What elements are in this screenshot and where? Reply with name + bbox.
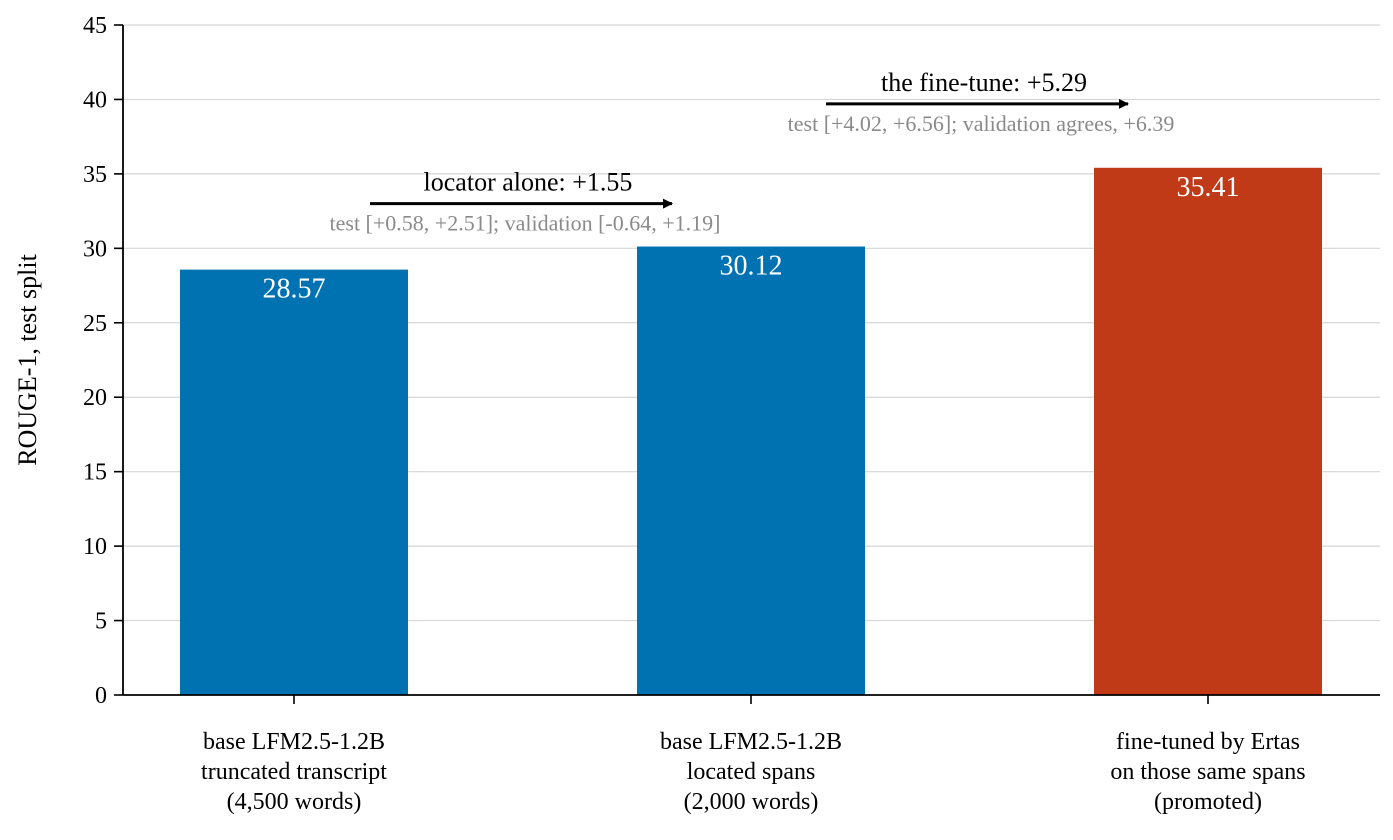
x-tick-label: on those same spans	[1110, 759, 1305, 785]
bar	[637, 246, 865, 695]
axes	[114, 24, 1380, 704]
x-tick-label: (2,000 words)	[684, 789, 819, 815]
y-tick-label: 0	[95, 683, 107, 709]
y-tick-label: 10	[83, 534, 107, 560]
annotation-title: locator alone: +1.55	[424, 168, 633, 197]
y-tick-label: 40	[83, 87, 107, 113]
x-tick-label: located spans	[687, 759, 816, 785]
x-tick-label: base LFM2.5-1.2B	[203, 729, 385, 755]
x-tick-label: fine-tuned by Ertas	[1116, 729, 1300, 755]
bars	[180, 167, 1322, 696]
y-tick-label: 20	[83, 385, 107, 411]
annotation-subtitle: test [+4.02, +6.56]; validation agrees, …	[788, 111, 1175, 136]
x-tick-label: (4,500 words)	[227, 789, 362, 815]
x-tick-label: base LFM2.5-1.2B	[660, 729, 842, 755]
y-tick-label: 15	[83, 460, 107, 486]
labels: 0 5 10 15 20 25 30 35 40 45 28.57 base LFM2.5-1.2B t…	[83, 13, 1306, 815]
y-tick-label: 5	[95, 609, 107, 635]
bar-value-label: 35.41	[1177, 172, 1240, 203]
y-tick-label: 35	[83, 162, 107, 188]
x-tick-label: truncated transcript	[201, 759, 387, 785]
y-tick-label: 45	[83, 13, 107, 39]
annotation-subtitle: test [+0.58, +2.51]; validation [-0.64, …	[330, 211, 721, 236]
y-axis-title: ROUGE-1, test split	[13, 253, 42, 465]
bar-value-label: 30.12	[720, 251, 783, 282]
bar	[1094, 167, 1322, 696]
x-tick-label: (promoted)	[1154, 789, 1262, 815]
bar	[180, 269, 408, 695]
annotations: locator alone: +1.55 test [+0.58, +2.51];…	[330, 68, 1175, 236]
y-tick-label: 30	[83, 236, 107, 262]
y-tick-label: 25	[83, 311, 107, 337]
bar-value-label: 28.57	[263, 274, 326, 305]
annotation-title: the fine-tune: +5.29	[881, 68, 1087, 97]
